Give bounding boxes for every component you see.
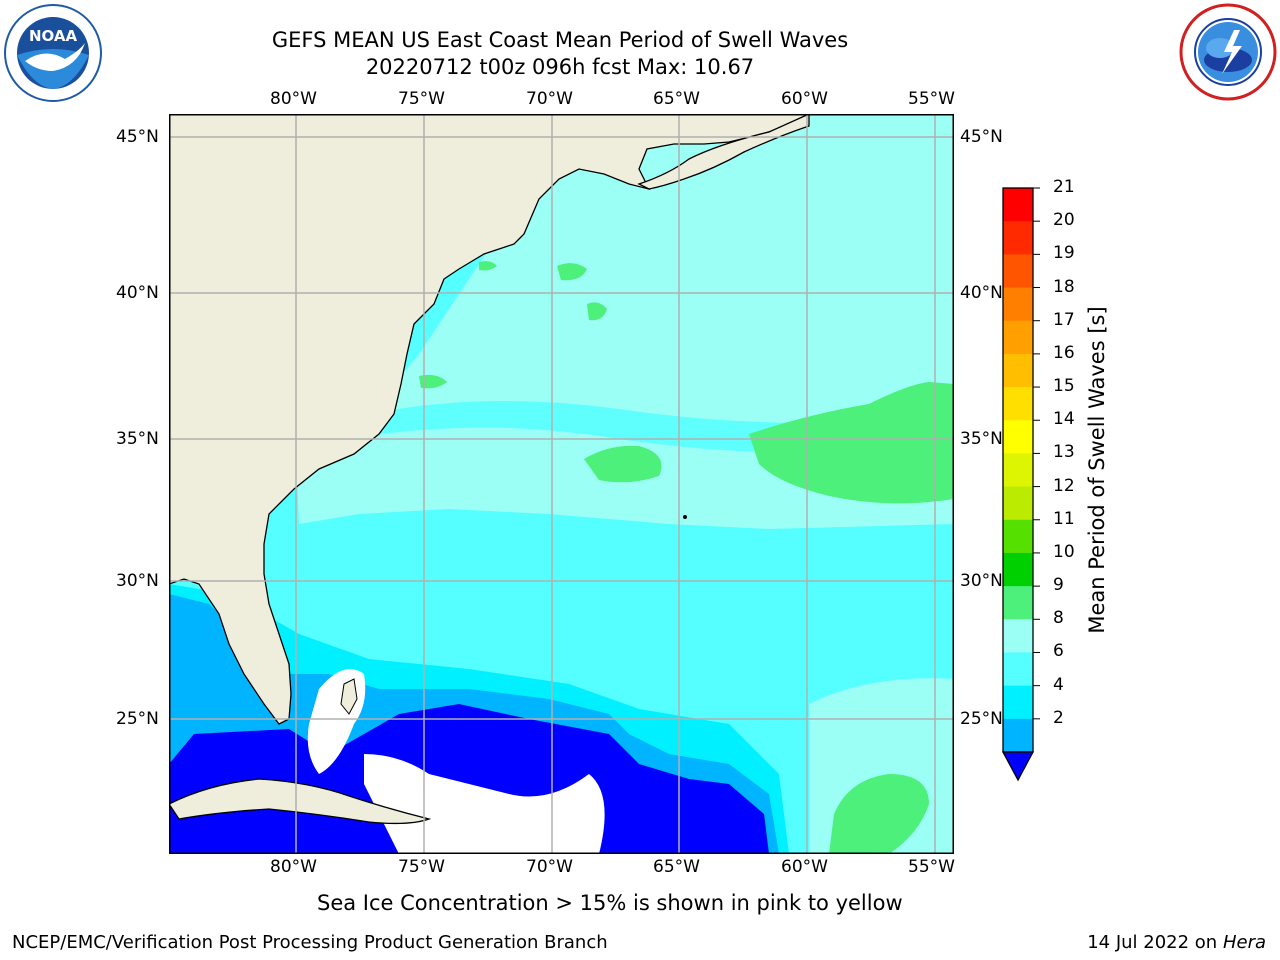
- colorbar-cell: [1003, 519, 1033, 554]
- lat-label-left: 40°N: [116, 283, 159, 303]
- colorbar-tick-label: 14: [1053, 409, 1075, 430]
- colorbar-cell: [1003, 254, 1033, 289]
- land-bahamas: [340, 678, 358, 715]
- lat-label-right: 35°N: [960, 429, 1003, 449]
- colorbar-cell: [1003, 387, 1033, 421]
- lon-label-top: 75°W: [398, 89, 445, 109]
- lat-label-left: 30°N: [116, 571, 159, 591]
- lat-label-right: 40°N: [960, 283, 1003, 303]
- noaa-logo-icon: NOAA: [3, 3, 103, 107]
- colorbar-tick-label: 10: [1053, 541, 1075, 562]
- lat-label-left: 35°N: [116, 429, 159, 449]
- lon-label-top: 65°W: [653, 89, 700, 109]
- colorbar-ticks: [1033, 187, 1040, 720]
- colorbar-tick-label: 13: [1053, 442, 1075, 463]
- map-title-line2: 20220712 t00z 096h fcst Max: 10.67: [365, 55, 755, 79]
- map-title-line1: GEFS MEAN US East Coast Mean Period of S…: [271, 28, 849, 52]
- colorbar-cell: [1003, 552, 1033, 587]
- swell-region-9-10s-small1: [557, 263, 587, 281]
- colorbar-cell: [1003, 453, 1033, 488]
- swell-region-9-10s-small4: [479, 261, 497, 271]
- swell-region-9-10s-se: [829, 774, 929, 854]
- colorbar-tick-label: 11: [1053, 508, 1075, 529]
- colorbar-tick-label: 8: [1053, 608, 1064, 629]
- lon-label-top: 80°W: [270, 89, 317, 109]
- land-north-america: [169, 114, 810, 725]
- land-cuba: [169, 778, 432, 825]
- swell-region-9-10s-small3: [419, 374, 447, 389]
- colorbar-cells: [1003, 188, 1033, 753]
- colorbar-tick-label: 18: [1053, 276, 1075, 297]
- colorbar-tick-label: 2: [1053, 707, 1064, 728]
- sea-ice-note: Sea Ice Concentration > 15% is shown in …: [317, 891, 903, 915]
- colorbar: [1000, 186, 1046, 790]
- lat-label-left: 45°N: [116, 127, 159, 147]
- colorbar-tick-label: 12: [1053, 475, 1075, 496]
- colorbar-cell: [1003, 287, 1033, 322]
- production-date-text: 14 Jul 2022 on: [1087, 932, 1223, 953]
- colorbar-tick-label: 15: [1053, 376, 1075, 397]
- colorbar-tick-label: 20: [1053, 210, 1075, 231]
- colorbar-tick-label: 21: [1053, 177, 1075, 197]
- colorbar-cell: [1003, 685, 1033, 720]
- map-gridlines: [169, 114, 954, 854]
- colorbar-tick-label: 19: [1053, 243, 1075, 264]
- lon-label-bottom: 55°W: [908, 857, 955, 877]
- swell-region-below-2s: [169, 704, 769, 854]
- colorbar-extend-triangle: [1001, 751, 1035, 782]
- colorbar-cell: [1003, 221, 1033, 255]
- lat-label-right: 30°N: [960, 571, 1003, 591]
- lon-label-bottom: 65°W: [653, 857, 700, 877]
- production-date: 14 Jul 2022 on Hera: [1087, 932, 1266, 953]
- colorbar-tick-label: 9: [1053, 575, 1064, 596]
- lon-label-top: 60°W: [781, 89, 828, 109]
- branch-credit: NCEP/EMC/Verification Post Processing Pr…: [12, 932, 608, 953]
- colorbar-cell: [1003, 353, 1033, 388]
- colorbar-frame: [1002, 187, 1034, 753]
- lat-label-right: 45°N: [960, 127, 1003, 147]
- colorbar-tick-label: 4: [1053, 674, 1064, 695]
- lon-label-bottom: 70°W: [526, 857, 573, 877]
- colorbar-cell: [1003, 619, 1033, 653]
- lon-label-top: 70°W: [526, 89, 573, 109]
- colorbar-tick-label: 6: [1053, 641, 1064, 662]
- colorbar-cell: [1003, 420, 1033, 454]
- lat-label-right: 25°N: [960, 709, 1003, 729]
- lon-label-bottom: 80°W: [270, 857, 317, 877]
- swell-period-map: [169, 114, 954, 858]
- map-frame: [169, 114, 954, 854]
- production-machine: Hera: [1222, 932, 1266, 953]
- colorbar-cell: [1003, 320, 1033, 355]
- land-nova-scotia: [637, 114, 810, 190]
- lat-label-left: 25°N: [116, 709, 159, 729]
- noaa-logo-text: NOAA: [29, 27, 78, 45]
- lon-label-bottom: 60°W: [781, 857, 828, 877]
- colorbar-title: Mean Period of Swell Waves [s]: [1085, 306, 1109, 634]
- land-bermuda: [683, 515, 687, 519]
- swell-region-9-10s-mid: [584, 445, 662, 483]
- colorbar-cell: [1003, 188, 1033, 222]
- colorbar-cell: [1003, 652, 1033, 687]
- colorbar-tick-label: 16: [1053, 342, 1075, 363]
- nws-logo-icon: [1178, 2, 1278, 106]
- swell-region-9-10s-east: [749, 382, 954, 504]
- colorbar-cell: [1003, 486, 1033, 521]
- swell-region-9-10s-small2: [587, 302, 607, 321]
- lon-label-bottom: 75°W: [398, 857, 445, 877]
- colorbar-cell: [1003, 586, 1033, 620]
- colorbar-cell: [1003, 718, 1033, 753]
- lon-label-top: 55°W: [908, 89, 955, 109]
- colorbar-tick-label: 17: [1053, 309, 1075, 330]
